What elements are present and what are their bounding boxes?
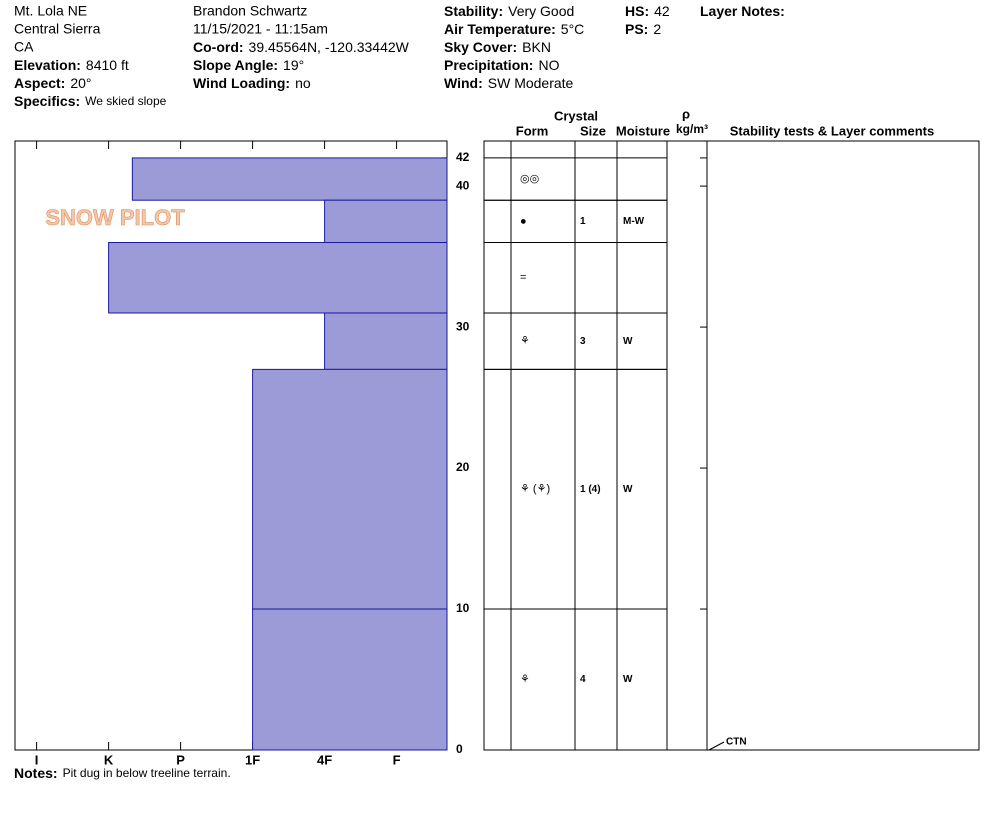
moisture: W xyxy=(623,674,633,685)
field-label: Stability: xyxy=(444,3,503,19)
y-tick-label: 30 xyxy=(456,319,470,333)
header-field: Air Temperature: 5°C xyxy=(444,21,584,37)
grain-form: ⚘ xyxy=(520,673,530,685)
header-field: Layer Notes: xyxy=(700,3,785,19)
header-field: Specifics: We skied slope xyxy=(14,93,167,109)
x-tick-label: F xyxy=(393,752,401,767)
moisture: W xyxy=(623,484,633,495)
field-value: 19° xyxy=(283,57,304,73)
grain-size: 4 xyxy=(580,674,586,685)
grain-form: ● xyxy=(520,215,527,227)
moisture: M-W xyxy=(623,216,645,227)
header-field: Elevation: 8410 ft xyxy=(14,57,129,73)
y-tick-label: 40 xyxy=(456,178,470,192)
field-label: Co-ord: xyxy=(193,39,244,55)
header-text: Mt. Lola NE xyxy=(14,3,87,19)
header-text: Central Sierra xyxy=(14,21,101,37)
grain-form: ⚘ (⚘) xyxy=(520,483,550,495)
field-label: Sky Cover: xyxy=(444,39,517,55)
header-field: Wind Loading: no xyxy=(193,75,311,91)
field-label: PS: xyxy=(625,21,648,37)
field-value: NO xyxy=(538,57,559,73)
header-text: 11/15/2021 - 11:15am xyxy=(193,21,328,37)
field-value: 20° xyxy=(70,75,91,91)
grain-size: 1 (4) xyxy=(580,484,601,495)
grain-form: ◎◎ xyxy=(520,173,539,185)
field-label: Wind Loading: xyxy=(193,75,290,91)
header-field: HS: 42 xyxy=(625,3,670,19)
field-value: 42 xyxy=(654,3,670,19)
header-field: Co-ord: 39.45564N, -120.33442W xyxy=(193,39,410,55)
grain-form: = xyxy=(520,272,526,284)
field-value: 5°C xyxy=(561,21,585,37)
x-tick-label: 4F xyxy=(317,752,332,767)
table-frame xyxy=(483,140,980,751)
header-field: PS: 2 xyxy=(625,21,661,37)
grain-size: 1 xyxy=(580,216,586,227)
hardness-bar xyxy=(324,199,448,243)
x-tick-label: I xyxy=(35,752,39,767)
header-text: Brandon Schwartz xyxy=(193,3,307,19)
header-field: Slope Angle: 19° xyxy=(193,57,304,73)
field-label: HS: xyxy=(625,3,649,19)
header-field: Stability: Very Good xyxy=(444,3,574,19)
field-value: SW Moderate xyxy=(488,75,574,91)
notes-label: Notes: xyxy=(14,765,58,781)
field-label: Aspect: xyxy=(14,75,65,91)
col-form: Form xyxy=(516,123,549,138)
field-label: Specifics: xyxy=(14,93,80,109)
col-size: Size xyxy=(580,123,606,138)
col-comments: Stability tests & Layer comments xyxy=(730,123,934,138)
col-density-unit: kg/m³ xyxy=(676,122,708,136)
col-moisture: Moisture xyxy=(616,123,670,138)
header-text: CA xyxy=(14,39,34,55)
hardness-bar xyxy=(108,242,448,314)
x-tick-label: P xyxy=(176,752,185,767)
field-label: Elevation: xyxy=(14,57,81,73)
table-columns xyxy=(510,141,708,750)
field-label: Precipitation: xyxy=(444,57,533,73)
y-tick-label: 0 xyxy=(456,742,463,756)
x-tick-label: 1F xyxy=(245,752,260,767)
field-value: We skied slope xyxy=(85,94,166,108)
field-value: Very Good xyxy=(508,3,574,19)
field-value: 8410 ft xyxy=(86,57,129,73)
header-field: Sky Cover: BKN xyxy=(444,39,551,55)
hardness-bar xyxy=(252,368,448,610)
hardness-bar xyxy=(252,608,448,751)
stability-test: CTN xyxy=(726,737,747,748)
field-label: Slope Angle: xyxy=(193,57,278,73)
col-crystal: Crystal xyxy=(554,108,598,123)
test-arrow xyxy=(708,741,725,751)
field-label: Layer Notes: xyxy=(700,3,785,19)
header-field: Precipitation: NO xyxy=(444,57,560,73)
logo: SNOW PILOT xyxy=(45,205,185,230)
field-value: 2 xyxy=(653,21,661,37)
col-density: ρ xyxy=(682,106,690,121)
y-tick-label: 20 xyxy=(456,460,470,474)
header-field: Wind: SW Moderate xyxy=(444,75,574,91)
x-tick-label: K xyxy=(104,752,114,767)
notes-value: Pit dug in below treeline terrain. xyxy=(63,766,231,780)
notes: Notes: Pit dug in below treeline terrain. xyxy=(14,765,231,781)
moisture: W xyxy=(623,336,633,347)
field-label: Air Temperature: xyxy=(444,21,556,37)
grain-size: 3 xyxy=(580,336,586,347)
hardness-bar xyxy=(324,312,448,370)
field-value: no xyxy=(295,75,311,91)
header-field: Aspect: 20° xyxy=(14,75,92,91)
y-tick-label: 10 xyxy=(456,601,470,615)
field-value: 39.45564N, -120.33442W xyxy=(249,39,410,55)
y-tick-label: 42 xyxy=(456,150,470,164)
grain-form: ⚘ xyxy=(520,335,530,347)
hardness-bar xyxy=(131,157,448,201)
field-value: BKN xyxy=(522,39,551,55)
field-label: Wind: xyxy=(444,75,483,91)
